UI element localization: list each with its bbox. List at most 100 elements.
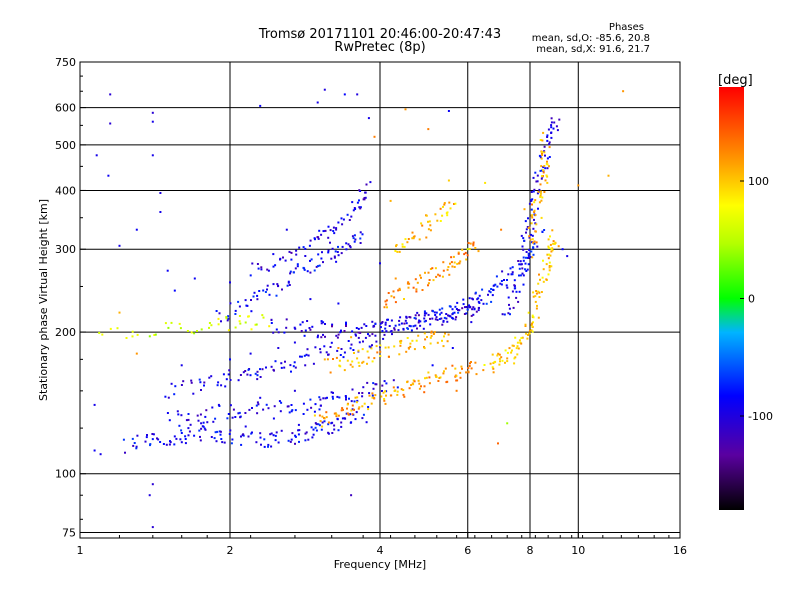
data-point bbox=[354, 418, 357, 421]
data-point bbox=[187, 418, 190, 421]
x-tick-label: 8 bbox=[527, 544, 534, 557]
data-point bbox=[540, 199, 543, 202]
data-point bbox=[541, 139, 544, 142]
data-point bbox=[256, 263, 259, 265]
data-point bbox=[351, 413, 354, 416]
data-point bbox=[361, 233, 364, 236]
data-point bbox=[539, 194, 542, 197]
data-point bbox=[367, 406, 370, 408]
data-point bbox=[173, 289, 176, 292]
data-point bbox=[403, 245, 406, 248]
data-point bbox=[237, 379, 240, 382]
data-point bbox=[491, 366, 494, 369]
data-point bbox=[318, 408, 321, 411]
data-point bbox=[255, 404, 258, 407]
data-point bbox=[264, 291, 267, 293]
data-point bbox=[313, 410, 316, 413]
data-point bbox=[530, 199, 533, 202]
data-point bbox=[363, 197, 366, 199]
data-point bbox=[443, 202, 446, 204]
data-point bbox=[208, 322, 211, 324]
data-point bbox=[538, 188, 541, 191]
data-point bbox=[451, 308, 454, 311]
data-point bbox=[151, 154, 154, 157]
data-point bbox=[546, 181, 549, 184]
data-point bbox=[550, 247, 553, 250]
data-point bbox=[500, 280, 503, 282]
data-point bbox=[389, 199, 392, 202]
data-point bbox=[541, 276, 544, 279]
x-tick-label: 2 bbox=[227, 544, 234, 557]
data-point bbox=[355, 411, 358, 414]
data-point bbox=[294, 366, 297, 369]
data-point bbox=[268, 293, 271, 296]
data-point bbox=[151, 120, 154, 123]
data-point bbox=[465, 306, 468, 308]
data-point bbox=[515, 290, 518, 293]
data-point bbox=[200, 389, 202, 391]
data-point bbox=[497, 442, 499, 445]
data-point bbox=[280, 366, 283, 369]
data-point bbox=[107, 174, 110, 177]
data-point bbox=[252, 295, 255, 298]
data-point bbox=[277, 441, 280, 444]
data-point bbox=[329, 371, 332, 374]
data-point bbox=[528, 235, 531, 238]
data-point bbox=[438, 318, 441, 320]
data-point bbox=[400, 339, 403, 342]
data-point bbox=[292, 271, 295, 274]
data-point bbox=[538, 273, 540, 276]
data-point bbox=[448, 201, 451, 204]
data-point bbox=[319, 351, 322, 354]
data-point bbox=[272, 283, 275, 286]
data-point bbox=[420, 385, 422, 388]
data-point bbox=[462, 303, 465, 306]
data-point bbox=[527, 217, 529, 220]
data-point bbox=[546, 253, 549, 256]
data-point bbox=[217, 317, 220, 320]
data-point bbox=[343, 93, 346, 96]
data-point bbox=[346, 359, 349, 362]
data-point bbox=[283, 366, 286, 369]
data-point bbox=[536, 245, 539, 248]
data-point bbox=[504, 361, 506, 364]
data-point bbox=[354, 238, 357, 241]
data-point bbox=[453, 261, 456, 264]
data-point bbox=[518, 290, 521, 293]
data-point bbox=[408, 324, 411, 327]
data-point bbox=[531, 325, 534, 328]
data-point bbox=[356, 93, 359, 96]
data-point bbox=[189, 423, 192, 426]
data-point bbox=[341, 223, 344, 226]
data-point bbox=[263, 438, 266, 441]
data-point bbox=[226, 319, 229, 322]
data-point bbox=[532, 321, 534, 324]
data-point bbox=[423, 310, 426, 313]
data-point bbox=[135, 352, 138, 355]
data-point bbox=[538, 296, 541, 298]
data-point bbox=[423, 385, 426, 388]
data-point bbox=[275, 328, 278, 331]
data-point bbox=[456, 262, 459, 265]
data-point bbox=[196, 330, 198, 332]
data-point bbox=[540, 165, 543, 168]
data-point bbox=[548, 266, 551, 269]
data-point bbox=[215, 310, 218, 312]
data-point bbox=[228, 433, 231, 435]
data-point bbox=[561, 248, 564, 251]
data-point bbox=[340, 252, 343, 255]
data-point bbox=[199, 413, 202, 416]
data-point bbox=[292, 365, 295, 368]
data-point bbox=[244, 425, 247, 428]
data-point bbox=[383, 398, 386, 400]
data-point bbox=[427, 282, 430, 285]
data-point bbox=[293, 326, 296, 329]
data-point bbox=[381, 330, 384, 332]
data-point bbox=[471, 297, 474, 300]
data-point bbox=[358, 341, 361, 344]
data-point bbox=[274, 264, 277, 267]
data-point bbox=[173, 393, 176, 396]
data-point bbox=[357, 331, 360, 334]
data-point bbox=[250, 328, 253, 331]
